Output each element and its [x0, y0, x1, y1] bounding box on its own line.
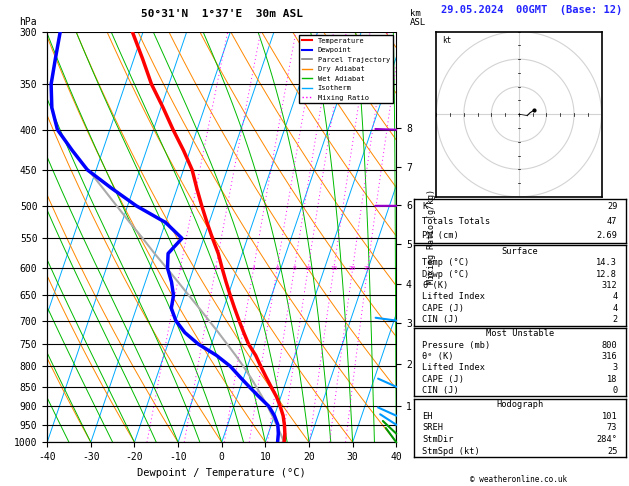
Text: Temp (°C): Temp (°C)	[422, 258, 470, 267]
Text: K: K	[422, 202, 428, 211]
Text: Mixing Ratio (g/kg): Mixing Ratio (g/kg)	[426, 190, 436, 284]
Text: Totals Totals: Totals Totals	[422, 217, 491, 226]
Text: θᵉ(K): θᵉ(K)	[422, 281, 448, 290]
Text: 14.3: 14.3	[596, 258, 618, 267]
Text: Lifted Index: Lifted Index	[422, 363, 486, 372]
Text: hPa: hPa	[19, 17, 37, 28]
Text: Dewp (°C): Dewp (°C)	[422, 270, 470, 278]
Text: 12.8: 12.8	[596, 270, 618, 278]
Text: 0: 0	[612, 386, 618, 395]
Text: 25: 25	[607, 447, 618, 455]
Text: SREH: SREH	[422, 423, 443, 432]
Text: 50°31'N  1°37'E  30m ASL: 50°31'N 1°37'E 30m ASL	[141, 9, 303, 19]
Text: PW (cm): PW (cm)	[422, 231, 459, 240]
Text: 284°: 284°	[596, 435, 618, 444]
Text: 47: 47	[607, 217, 618, 226]
Text: 1: 1	[179, 265, 182, 271]
Text: 6: 6	[276, 265, 279, 271]
Text: Most Unstable: Most Unstable	[486, 329, 554, 338]
Text: StmSpd (kt): StmSpd (kt)	[422, 447, 480, 455]
Text: Surface: Surface	[501, 247, 538, 256]
Text: 20: 20	[349, 265, 357, 271]
Text: 4: 4	[252, 265, 255, 271]
Text: 18: 18	[607, 375, 618, 383]
Text: 25: 25	[364, 265, 372, 271]
Text: 101: 101	[601, 412, 618, 420]
Legend: Temperature, Dewpoint, Parcel Trajectory, Dry Adiabat, Wet Adiabat, Isotherm, Mi: Temperature, Dewpoint, Parcel Trajectory…	[299, 35, 392, 104]
Text: 2: 2	[214, 265, 218, 271]
Text: Hodograph: Hodograph	[496, 400, 543, 409]
Text: 73: 73	[607, 423, 618, 432]
Text: 29: 29	[607, 202, 618, 211]
Text: θᵉ (K): θᵉ (K)	[422, 352, 454, 361]
Text: kt: kt	[442, 35, 451, 45]
X-axis label: Dewpoint / Temperature (°C): Dewpoint / Temperature (°C)	[137, 468, 306, 478]
Text: 2: 2	[612, 315, 618, 324]
Text: EH: EH	[422, 412, 433, 420]
Text: 15: 15	[330, 265, 338, 271]
Text: CAPE (J): CAPE (J)	[422, 304, 464, 313]
Text: StmDir: StmDir	[422, 435, 454, 444]
Text: 8: 8	[292, 265, 296, 271]
Text: 4: 4	[612, 304, 618, 313]
Text: 312: 312	[601, 281, 618, 290]
Text: 316: 316	[601, 352, 618, 361]
Text: 3: 3	[612, 363, 618, 372]
Text: km
ASL: km ASL	[410, 10, 426, 28]
Text: 10: 10	[304, 265, 312, 271]
Text: 29.05.2024  00GMT  (Base: 12): 29.05.2024 00GMT (Base: 12)	[442, 4, 623, 15]
Text: 4: 4	[612, 293, 618, 301]
Text: CIN (J): CIN (J)	[422, 386, 459, 395]
Text: CAPE (J): CAPE (J)	[422, 375, 464, 383]
Text: 2.69: 2.69	[596, 231, 618, 240]
Text: Pressure (mb): Pressure (mb)	[422, 341, 491, 349]
Text: © weatheronline.co.uk: © weatheronline.co.uk	[470, 475, 567, 484]
Text: Lifted Index: Lifted Index	[422, 293, 486, 301]
Text: 800: 800	[601, 341, 618, 349]
Text: CIN (J): CIN (J)	[422, 315, 459, 324]
